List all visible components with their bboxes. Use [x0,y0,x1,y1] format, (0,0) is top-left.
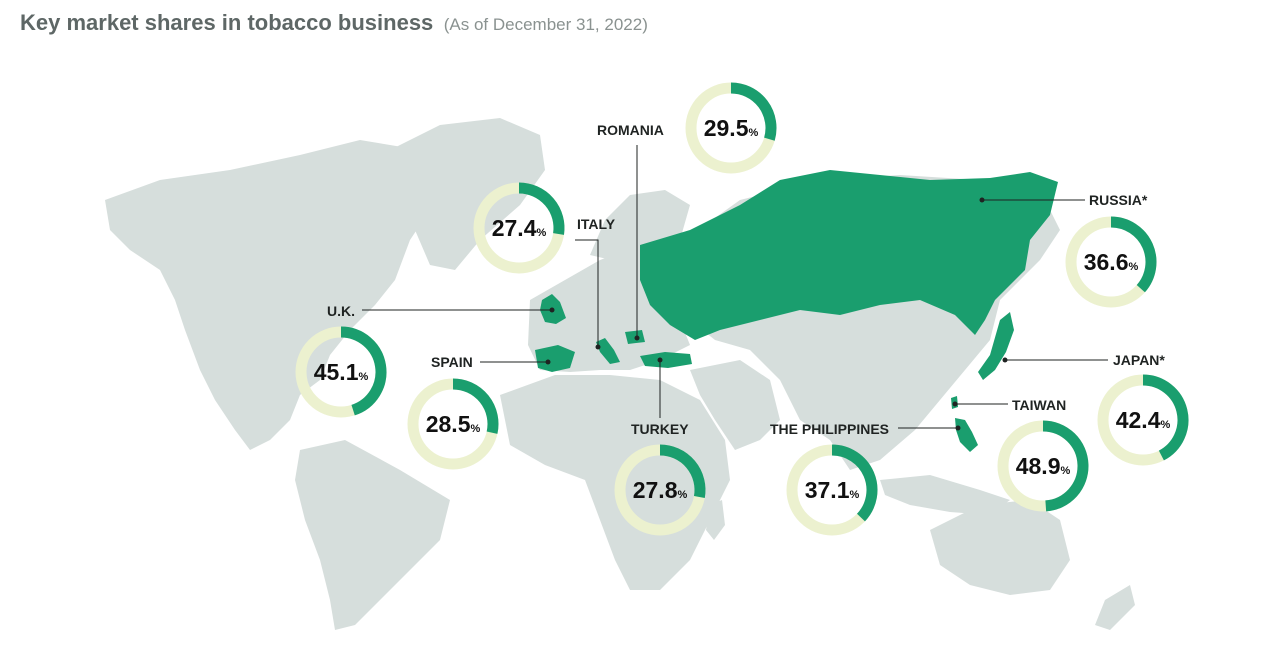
country-labels: ROMANIA ITALY RUSSIA* U.K. SPAIN TURKEY … [327,122,1165,437]
new-zealand-landmass [1095,585,1135,630]
marker-taiwan [952,401,958,407]
label-philippines: THE PHILIPPINES [770,421,889,437]
share-value: 42.4% [1116,407,1171,433]
label-spain: SPAIN [431,354,473,370]
donut-share-arc [659,444,706,498]
donut-share-arc [1142,374,1189,461]
russia-shape [640,170,1058,340]
madagascar-landmass [706,500,725,540]
marker-japan [1002,357,1008,363]
marker-turkey [657,357,663,363]
leader-lines [362,145,1108,431]
share-value: 37.1% [805,477,860,503]
share-donuts: 29.5% 27.4% 36.6% 45.1% 28.5% 27.8% [295,82,1189,536]
italy-shape [596,338,620,364]
spain-shape [535,345,575,372]
donut-philippines: 37.1% [786,444,878,536]
share-value: 36.6% [1084,249,1139,275]
donut-share-arc [452,378,499,434]
donut-share-arc [340,326,387,416]
donut-russia: 36.6% [1065,216,1157,308]
chart-title: Key market shares in tobacco business (A… [20,10,648,36]
arabia-landmass [690,360,780,450]
share-value: 48.9% [1016,453,1071,479]
japan-shape [978,312,1014,380]
marker-italy [595,344,601,350]
philippines-shape [955,418,978,452]
marker-spain [545,359,551,365]
marker-romania [634,335,640,341]
donut-share-arc [730,82,777,141]
share-value: 28.5% [426,411,481,437]
label-japan: JAPAN* [1113,352,1165,368]
share-value: 27.4% [492,215,547,241]
title-main: Key market shares in tobacco business [20,10,434,35]
greenland-landmass [390,118,545,270]
donut-turkey: 27.8% [614,444,706,536]
donut-share-arc [831,444,878,522]
donut-share-arc [1042,420,1089,512]
share-value: 45.1% [314,359,369,385]
share-value: 29.5% [704,115,759,141]
label-uk: U.K. [327,303,355,319]
label-romania: ROMANIA [597,122,664,138]
africa-landmass [500,375,730,590]
australia-landmass [930,500,1070,595]
north-america-landmass [105,140,450,450]
marker-russia [979,197,985,203]
donut-share-arc [518,182,565,235]
donut-uk: 45.1% [295,326,387,418]
donut-romania: 29.5% [685,82,777,174]
donut-taiwan: 48.9% [997,420,1089,512]
se-asia-islands [880,475,1010,515]
label-turkey: TURKEY [631,421,689,437]
highlighted-countries [535,170,1058,452]
donut-italy: 27.4% [473,182,565,274]
south-america-landmass [295,440,450,630]
donut-share-arc [1110,216,1157,293]
leader-italy [575,239,599,347]
share-value: 27.8% [633,477,688,503]
label-taiwan: TAIWAN [1012,397,1066,413]
marker-philippines [955,425,961,431]
label-italy: ITALY [577,216,616,232]
donut-spain: 28.5% [407,378,499,470]
marker-uk [549,307,555,313]
title-date: (As of December 31, 2022) [443,15,648,34]
donut-japan: 42.4% [1097,374,1189,466]
label-russia: RUSSIA* [1089,192,1148,208]
turkey-shape [640,352,692,368]
